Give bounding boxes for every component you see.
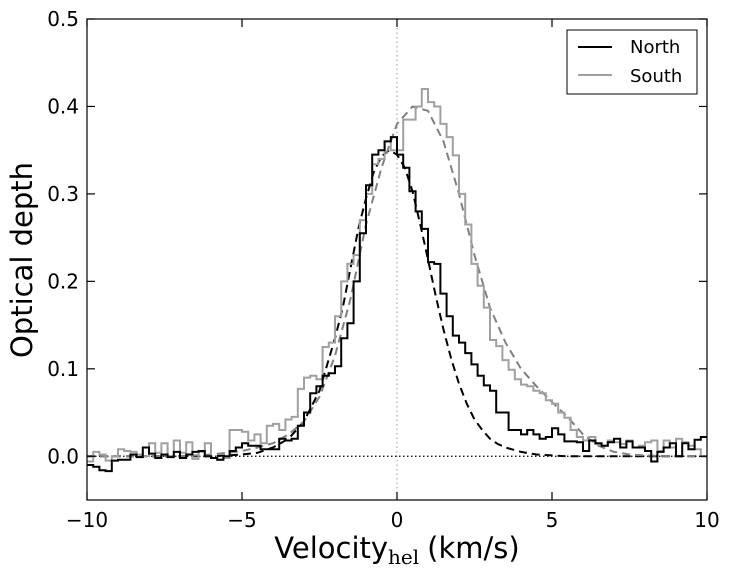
x-axis-label-units: (km/s) [427, 531, 520, 565]
x-tick-label: −10 [66, 508, 108, 532]
x-axis-label: Velocityhel (km/s) [274, 531, 519, 569]
legend-label-north: North [630, 37, 680, 58]
series-line-north [87, 136, 707, 473]
data-series [87, 88, 707, 473]
axis-ticks [86, 18, 708, 500]
legend-box [566, 29, 698, 95]
y-tick-label: 0.5 [47, 7, 79, 31]
x-tick-label: −5 [227, 508, 256, 532]
y-tick-label: 0.4 [47, 94, 79, 118]
x-tick-label: 10 [694, 508, 719, 532]
x-axis-label-main: Velocity [274, 531, 388, 565]
y-tick-label: 0.1 [47, 357, 79, 381]
x-axis-label-subscript: hel [388, 545, 419, 569]
legend: North South [566, 29, 698, 95]
tick-labels: −10 −5 0 5 10 0.0 0.1 0.2 0.3 0.4 0.5 [47, 7, 720, 532]
x-tick-label: 5 [546, 508, 559, 532]
legend-label-south: South [630, 66, 682, 87]
x-tick-label: 0 [391, 508, 404, 532]
y-axis-label: Optical depth [5, 162, 39, 358]
y-tick-label: 0.3 [47, 182, 79, 206]
y-tick-label: 0.0 [47, 444, 79, 468]
y-tick-label: 0.2 [47, 269, 79, 293]
